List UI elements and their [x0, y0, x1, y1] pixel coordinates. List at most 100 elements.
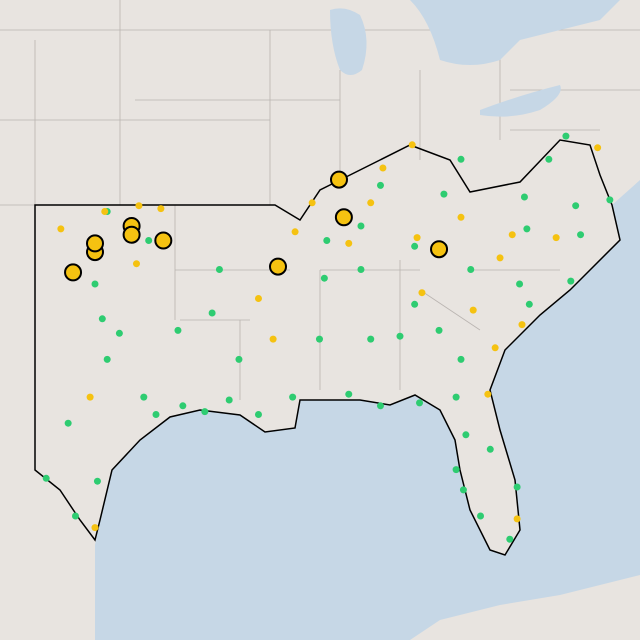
highlight-point — [86, 234, 104, 253]
point — [215, 266, 223, 273]
point — [101, 208, 109, 215]
point — [308, 199, 316, 207]
point — [235, 355, 243, 363]
point — [91, 280, 99, 288]
ocean — [95, 180, 640, 640]
point — [552, 234, 560, 242]
point — [323, 237, 331, 244]
point — [508, 231, 516, 239]
point — [132, 260, 140, 268]
point — [201, 408, 209, 416]
state-borders — [0, 0, 640, 400]
point — [103, 355, 111, 363]
point — [452, 466, 460, 474]
point — [315, 335, 323, 343]
point — [486, 445, 494, 453]
point — [484, 390, 492, 398]
point — [411, 242, 419, 250]
points — [42, 132, 614, 543]
point — [157, 205, 165, 213]
highlight-point — [122, 225, 141, 244]
point — [174, 326, 182, 334]
highlight-point — [330, 170, 348, 189]
point — [320, 274, 328, 282]
point — [345, 239, 353, 247]
lake — [480, 85, 561, 117]
point — [577, 231, 585, 239]
point — [64, 419, 72, 427]
point — [91, 524, 99, 532]
point — [457, 355, 465, 363]
point — [86, 393, 94, 401]
point — [357, 222, 365, 230]
point — [416, 399, 424, 407]
lake — [410, 0, 620, 65]
highlight-point — [334, 208, 353, 227]
point — [208, 309, 216, 317]
point — [289, 393, 297, 401]
point — [396, 332, 404, 340]
point — [513, 483, 521, 491]
point — [345, 390, 353, 398]
highlight-point — [154, 231, 173, 250]
point — [115, 329, 123, 337]
island — [410, 575, 640, 640]
point — [477, 512, 485, 520]
point — [376, 181, 384, 189]
point — [367, 335, 375, 343]
point — [562, 132, 570, 140]
point — [98, 315, 106, 323]
point — [496, 254, 504, 262]
highlight-point — [64, 263, 83, 282]
point — [145, 237, 153, 244]
point — [440, 190, 448, 198]
point — [225, 396, 233, 404]
point — [457, 213, 465, 221]
point — [57, 225, 65, 233]
point — [506, 535, 514, 543]
point — [93, 477, 101, 485]
point — [545, 155, 553, 163]
point — [572, 202, 580, 210]
highlight-point — [269, 257, 287, 276]
point — [418, 289, 426, 297]
point — [71, 512, 79, 520]
point — [469, 306, 477, 314]
point — [567, 277, 575, 285]
point — [459, 486, 467, 494]
point — [467, 266, 475, 273]
point — [367, 199, 375, 207]
point — [491, 344, 499, 352]
highlight-point — [430, 240, 449, 259]
point — [525, 300, 533, 308]
point — [254, 295, 262, 302]
point — [413, 234, 421, 242]
point — [254, 411, 262, 418]
point — [152, 411, 160, 418]
point — [520, 193, 528, 201]
point — [411, 300, 419, 308]
point — [408, 141, 416, 149]
point — [516, 280, 524, 288]
point — [523, 225, 531, 233]
point — [606, 196, 614, 204]
point — [379, 164, 387, 172]
point — [376, 402, 384, 410]
lake — [330, 8, 367, 75]
point — [291, 228, 299, 236]
point — [135, 202, 143, 210]
point — [457, 155, 465, 163]
point — [435, 326, 443, 334]
point — [513, 515, 521, 523]
point — [452, 393, 460, 401]
point — [357, 266, 365, 273]
region-outline — [34, 139, 621, 556]
point — [42, 474, 50, 482]
point — [140, 393, 148, 401]
point — [269, 335, 277, 343]
point — [594, 144, 602, 152]
point — [518, 321, 526, 329]
point — [462, 431, 470, 439]
point — [179, 402, 187, 410]
